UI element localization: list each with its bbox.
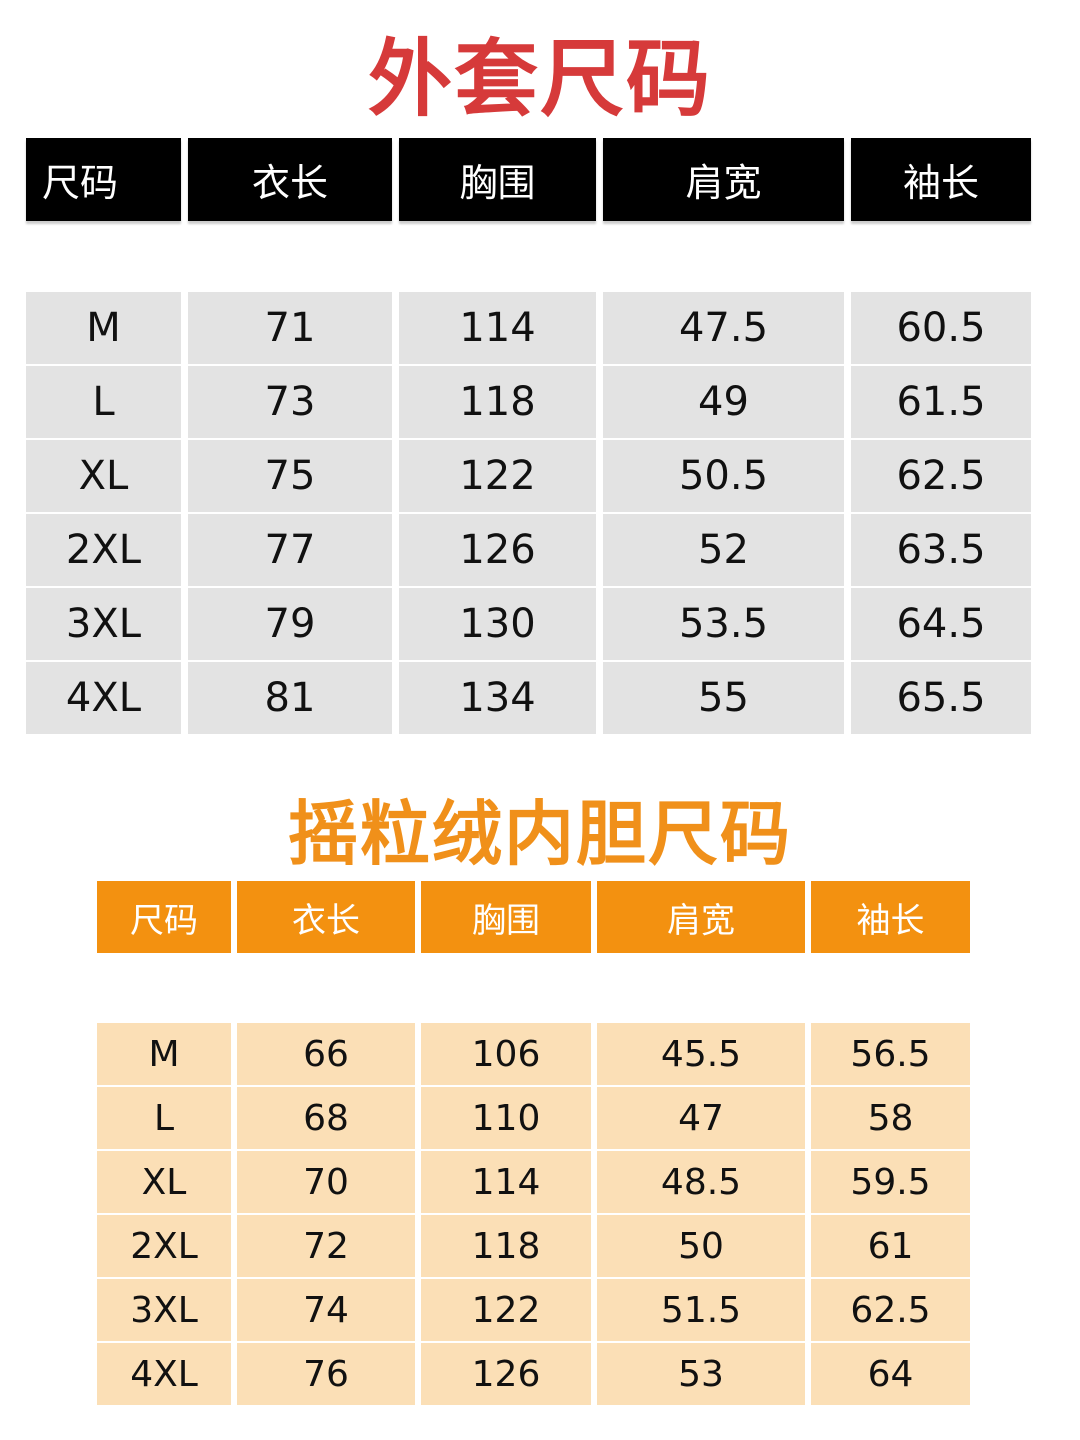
table-cell: 48.5 [597, 1151, 805, 1213]
size-label-cell: 2XL [26, 514, 181, 586]
table-cell: 130 [399, 588, 596, 660]
size-label-cell: M [26, 292, 181, 364]
size-label-cell: 4XL [97, 1343, 231, 1405]
outer-size-title: 外套尺码 [367, 30, 712, 128]
table-cell: 61.5 [851, 366, 1031, 438]
liner-size-table-header: 尺码 衣长 胸围 肩宽 袖长 [97, 881, 970, 953]
table-cell: 70 [237, 1151, 415, 1213]
table-cell: 50.5 [603, 440, 844, 512]
table-cell: 59.5 [811, 1151, 970, 1213]
table-cell: 50 [597, 1215, 805, 1277]
table-cell: 134 [399, 662, 596, 734]
table-cell: 74 [237, 1279, 415, 1341]
table-cell: 122 [399, 440, 596, 512]
table-cell: 64.5 [851, 588, 1031, 660]
table-cell: 53.5 [603, 588, 844, 660]
size-label-cell: L [97, 1087, 231, 1149]
size-label-cell: 2XL [97, 1215, 231, 1277]
outer-size-table-header: 尺码 衣长 胸围 肩宽 袖长 [26, 138, 1031, 221]
size-label-cell: XL [97, 1151, 231, 1213]
table-cell: 49 [603, 366, 844, 438]
table-cell: 72 [237, 1215, 415, 1277]
table-cell: 75 [188, 440, 392, 512]
table-cell: 63.5 [851, 514, 1031, 586]
size-label-cell: L [26, 366, 181, 438]
table-cell: 114 [421, 1151, 591, 1213]
column-header: 袖长 [851, 138, 1031, 221]
table-cell: 77 [188, 514, 392, 586]
table-cell: 126 [421, 1343, 591, 1405]
liner-size-table-body: M 66 106 45.5 56.5 L 68 110 47 58 XL 70 114 48.5 59.5 2… [97, 1023, 970, 1405]
outer-size-table-body: M 71 114 47.5 60.5 L 73 118 49 61.5 XL 75 122 50.5 62.… [26, 292, 1031, 734]
table-cell: 55 [603, 662, 844, 734]
size-label-cell: M [97, 1023, 231, 1085]
table-cell: 66 [237, 1023, 415, 1085]
table-cell: 62.5 [811, 1279, 970, 1341]
table-cell: 56.5 [811, 1023, 970, 1085]
column-header: 胸围 [421, 881, 591, 953]
table-cell: 65.5 [851, 662, 1031, 734]
table-cell: 61 [811, 1215, 970, 1277]
table-cell: 122 [421, 1279, 591, 1341]
column-header: 衣长 [188, 138, 392, 221]
table-cell: 114 [399, 292, 596, 364]
table-cell: 47.5 [603, 292, 844, 364]
table-cell: 45.5 [597, 1023, 805, 1085]
column-header: 衣长 [237, 881, 415, 953]
column-header: 袖长 [811, 881, 970, 953]
column-header: 胸围 [399, 138, 596, 221]
table-cell: 60.5 [851, 292, 1031, 364]
table-cell: 118 [421, 1215, 591, 1277]
size-label-cell: XL [26, 440, 181, 512]
size-label-cell: 3XL [26, 588, 181, 660]
table-cell: 64 [811, 1343, 970, 1405]
table-cell: 53 [597, 1343, 805, 1405]
size-label-cell: 3XL [97, 1279, 231, 1341]
table-cell: 81 [188, 662, 392, 734]
column-header: 肩宽 [597, 881, 805, 953]
table-cell: 79 [188, 588, 392, 660]
table-cell: 51.5 [597, 1279, 805, 1341]
table-cell: 62.5 [851, 440, 1031, 512]
table-cell: 126 [399, 514, 596, 586]
table-cell: 110 [421, 1087, 591, 1149]
column-header: 肩宽 [603, 138, 844, 221]
table-cell: 52 [603, 514, 844, 586]
table-cell: 47 [597, 1087, 805, 1149]
table-cell: 58 [811, 1087, 970, 1149]
column-header: 尺码 [26, 138, 181, 221]
table-cell: 73 [188, 366, 392, 438]
table-cell: 76 [237, 1343, 415, 1405]
column-header: 尺码 [97, 881, 231, 953]
table-cell: 106 [421, 1023, 591, 1085]
liner-size-title: 摇粒绒内胆尺码 [288, 793, 792, 875]
table-cell: 71 [188, 292, 392, 364]
size-label-cell: 4XL [26, 662, 181, 734]
table-cell: 118 [399, 366, 596, 438]
table-cell: 68 [237, 1087, 415, 1149]
